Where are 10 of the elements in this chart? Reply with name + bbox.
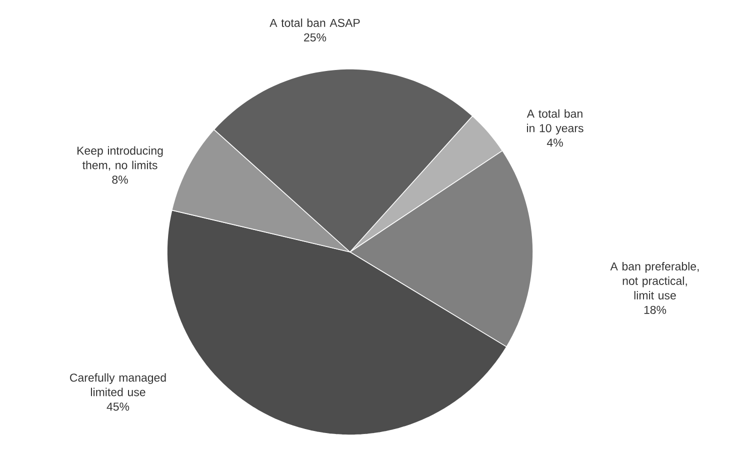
- data-label: 8%: [112, 176, 128, 184]
- slice-label: A total ban ASAP: [270, 18, 360, 27]
- data-label: 25%: [304, 33, 326, 42]
- data-label: 4%: [546, 138, 563, 147]
- slice-label: A total ban in 10 years: [526, 109, 584, 135]
- slice-label: Carefully managed limited use: [70, 373, 166, 396]
- slice-label: Keep introducing them, no limits: [77, 146, 163, 171]
- slice-label: A ban preferable, not practical, limit use: [610, 262, 699, 300]
- data-label: 45%: [106, 402, 130, 411]
- data-label: 18%: [644, 306, 666, 314]
